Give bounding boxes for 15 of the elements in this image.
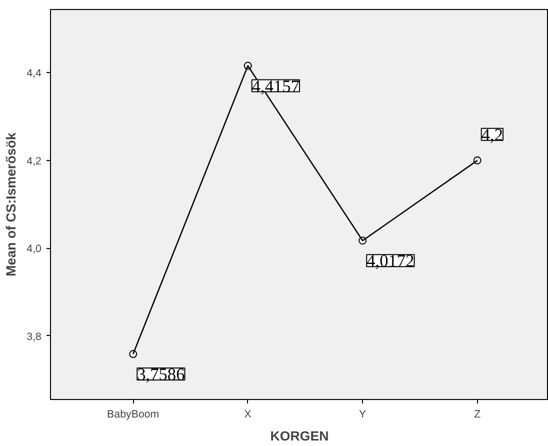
x-tick-label: X	[244, 408, 252, 420]
y-tick-label: 4,2	[26, 155, 42, 168]
x-tick-label: BabyBoom	[107, 408, 160, 420]
point	[473, 156, 482, 164]
y-axis-title: Mean of CS:Ismerősök	[4, 132, 19, 276]
point	[358, 236, 367, 245]
x-tick-label: Z	[474, 408, 482, 420]
x-tick-label: Y	[359, 408, 366, 420]
y-tick-label: 4,4	[26, 68, 42, 80]
y-tick-label: 3,8	[26, 330, 42, 343]
x-axis-title: KORGEN	[270, 428, 329, 444]
data-label: 4,0172	[366, 252, 414, 271]
point	[129, 350, 138, 358]
point	[244, 62, 252, 70]
y-tick-label: 4,0	[26, 243, 42, 256]
